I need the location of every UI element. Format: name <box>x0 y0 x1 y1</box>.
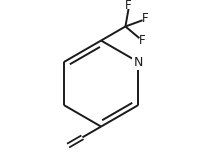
Text: F: F <box>125 0 132 12</box>
Text: N: N <box>134 56 143 69</box>
Text: F: F <box>139 34 146 47</box>
Text: F: F <box>142 12 149 25</box>
